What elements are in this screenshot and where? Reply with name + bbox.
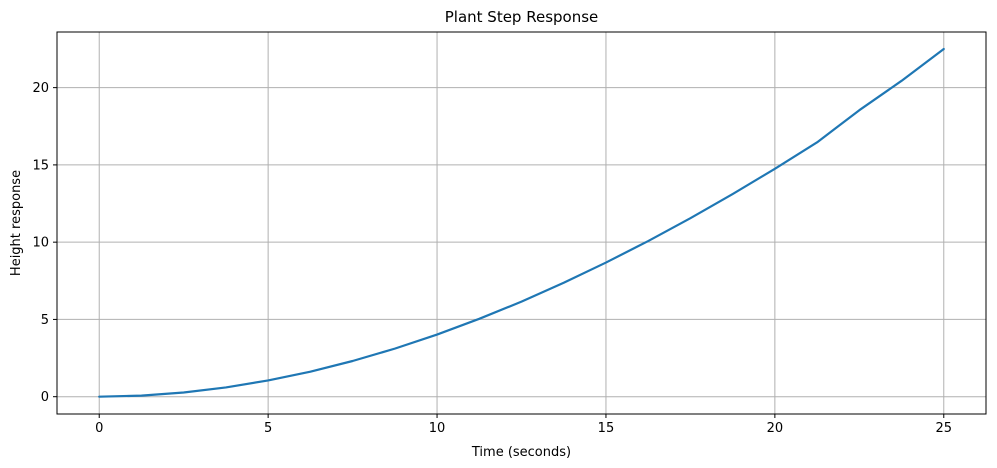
y-axis-label: Height response: [9, 170, 24, 276]
tick-layer: 0 5 10 15 20 25 0 5 10 15 20: [32, 81, 952, 436]
x-tick-label: 10: [429, 421, 446, 436]
series-line: [98, 47, 945, 398]
y-tick-label: 10: [32, 236, 49, 251]
x-tick-label: 5: [264, 421, 272, 436]
x-tick-label: 15: [598, 421, 615, 436]
y-tick-label: 20: [32, 81, 49, 96]
plot-frame: [56, 31, 987, 415]
y-tick-label: 5: [41, 313, 49, 328]
series-layer: [98, 47, 945, 398]
x-tick-label: 0: [95, 421, 103, 436]
y-tick-label: 15: [32, 158, 49, 173]
y-tick-label: 0: [41, 390, 49, 405]
x-axis-label: Time (seconds): [471, 445, 571, 460]
x-tick-label: 25: [935, 421, 952, 436]
x-tick-label: 20: [767, 421, 784, 436]
chart-title: Plant Step Response: [445, 8, 599, 26]
grid-lines: [57, 32, 986, 414]
